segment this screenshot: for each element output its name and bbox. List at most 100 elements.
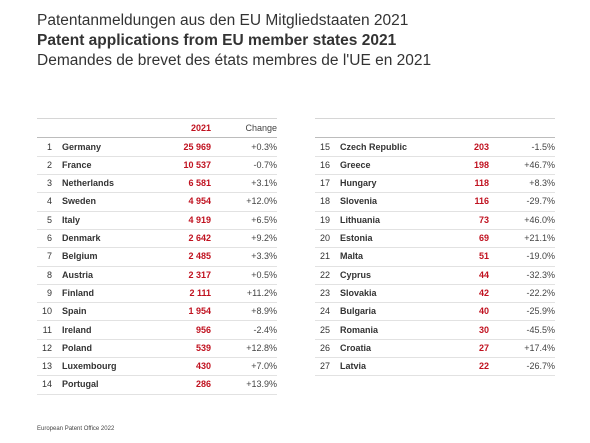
table-row: 21 Malta 51 -19.0% (315, 247, 555, 267)
value-2021: 430 (195, 361, 211, 372)
rank: 18 (319, 196, 330, 207)
change: +12.8% (246, 342, 277, 353)
country: Hungary (340, 178, 377, 189)
table-row: 22 Cyprus 44 -32.3% (315, 266, 555, 285)
table-row: 2 France 10 537 -0.7% (37, 156, 277, 176)
change: -45.5% (526, 324, 555, 335)
value-2021: 118 (474, 178, 489, 189)
country: Ireland (62, 324, 92, 335)
country: Latvia (340, 361, 367, 372)
table-row: 7 Belgium 2 485 +3.3% (37, 247, 277, 267)
rank: 16 (319, 159, 330, 170)
table-row: 19 Lithuania 73 +46.0% (315, 211, 555, 230)
column-header: 2021 (190, 123, 211, 133)
change: +9.2% (251, 233, 277, 243)
table-row: 23 Slovakia 42 -22.2% (315, 284, 555, 304)
country: Portugal (62, 379, 99, 390)
table-row: 20 Estonia 69 +21.1% (315, 229, 555, 249)
country: Netherlands (62, 178, 115, 189)
header-row (315, 118, 555, 139)
rank: 10 (41, 306, 52, 317)
value-2021: 25 969 (183, 141, 211, 152)
table-row: 25 Romania 30 -45.5% (315, 321, 555, 340)
change: -26.7% (526, 361, 555, 372)
change: -2.4% (253, 324, 277, 335)
change: +46.7% (524, 159, 555, 170)
change: +8.9% (251, 306, 277, 317)
rank: 21 (319, 251, 330, 262)
country: Denmark (62, 233, 101, 243)
table-row: 13 Luxembourg 430 +7.0% (37, 357, 277, 377)
country: Poland (62, 342, 93, 353)
change: -32.3% (526, 269, 555, 280)
table-row: 8 Austria 2 317 +0.5% (37, 266, 277, 285)
change: -19.0% (526, 251, 555, 262)
change: +13.9% (246, 379, 277, 390)
rank: 20 (319, 233, 330, 243)
title-de: Patentanmeldungen aus den EU Mitgliedsta… (37, 12, 409, 29)
table-row: 3 Netherlands 6 581 +3.1% (37, 174, 277, 194)
rank: 19 (319, 214, 330, 225)
rank: 5 (46, 214, 52, 225)
change: -1.5% (531, 141, 555, 152)
table-row: 15 Czech Republic 203 -1.5% (315, 138, 555, 157)
change: +11.2% (246, 287, 277, 298)
change: +17.4% (524, 342, 555, 353)
rank: 13 (41, 361, 52, 372)
change: +0.3% (251, 141, 277, 152)
value-2021: 10 537 (183, 159, 211, 170)
value-2021: 27 (478, 342, 489, 353)
value-2021: 4 954 (188, 196, 211, 207)
country: Italy (62, 214, 81, 225)
rank: 23 (319, 287, 330, 298)
value-2021: 198 (473, 159, 489, 170)
value-2021: 44 (478, 269, 489, 280)
country: Spain (62, 306, 87, 317)
change: +8.3% (529, 178, 555, 189)
rank: 1 (46, 141, 52, 152)
value-2021: 116 (474, 196, 489, 207)
country: Malta (340, 251, 364, 262)
rank: 11 (42, 324, 52, 335)
value-2021: 22 (478, 361, 489, 372)
change: +0.5% (251, 269, 277, 280)
change: +12.0% (246, 196, 277, 207)
table-row: 5 Italy 4 919 +6.5% (37, 211, 277, 230)
country: Cyprus (340, 269, 372, 280)
value-2021: 40 (478, 306, 489, 317)
table-row: 18 Slovenia 116 -29.7% (315, 192, 555, 212)
footer: European Patent Office 2022 (37, 426, 115, 432)
rank: 6 (46, 233, 52, 243)
change: +7.0% (251, 361, 277, 372)
value-2021: 2 317 (188, 269, 211, 280)
rank: 24 (319, 306, 330, 317)
value-2021: 286 (195, 379, 211, 390)
country: France (62, 159, 92, 170)
change: +21.1% (524, 233, 555, 243)
country: Finland (62, 287, 94, 298)
change: +3.3% (251, 251, 277, 262)
country: Slovakia (340, 287, 377, 298)
country: Lithuania (340, 214, 380, 225)
title-fr: Demandes de brevet des états membres de … (37, 52, 432, 69)
column-header: Change (245, 123, 277, 133)
table-row: 12 Poland 539 +12.8% (37, 339, 277, 359)
change: -0.7% (253, 159, 277, 170)
value-2021: 73 (478, 214, 489, 225)
rank: 2 (46, 159, 52, 170)
table-row: 4 Sweden 4 954 +12.0% (37, 192, 277, 212)
value-2021: 2 485 (188, 251, 211, 262)
country: Germany (62, 141, 102, 152)
table-row: 9 Finland 2 111 +11.2% (37, 284, 277, 304)
rank: 22 (319, 269, 330, 280)
value-2021: 42 (478, 287, 489, 298)
rank: 15 (319, 141, 330, 152)
value-2021: 4 919 (188, 214, 211, 225)
country: Slovenia (340, 196, 378, 207)
country: Sweden (62, 196, 97, 207)
value-2021: 1 954 (188, 306, 211, 317)
value-2021: 203 (473, 141, 489, 152)
table-row: 14 Portugal 286 +13.9% (37, 375, 277, 395)
rank: 12 (41, 342, 52, 353)
